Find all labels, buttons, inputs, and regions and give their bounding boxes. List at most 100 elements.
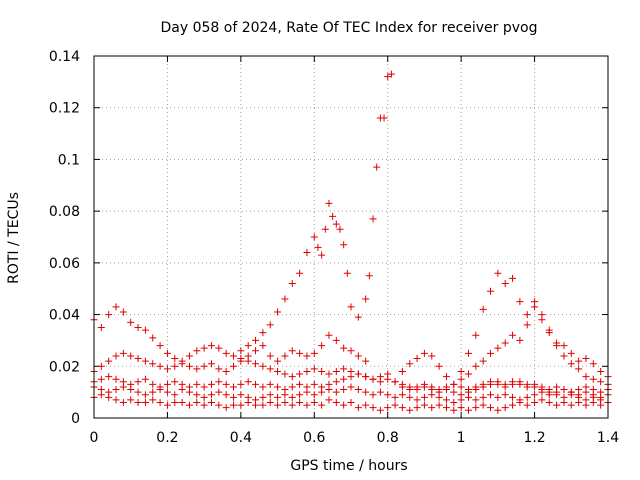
data-point <box>288 347 296 355</box>
data-point <box>435 386 443 394</box>
data-point <box>336 225 344 233</box>
data-point <box>149 334 157 342</box>
data-point <box>310 365 318 373</box>
data-point <box>105 373 113 381</box>
data-point <box>134 398 142 406</box>
data-point <box>516 396 524 404</box>
data-point <box>369 215 377 223</box>
data-point <box>163 380 171 388</box>
data-point <box>442 396 450 404</box>
data-point <box>296 398 304 406</box>
series-sat-c <box>90 370 612 399</box>
data-point <box>582 396 590 404</box>
data-point <box>163 388 171 396</box>
data-point <box>450 380 458 388</box>
data-point <box>134 355 142 363</box>
data-point <box>369 404 377 412</box>
data-point <box>318 401 326 409</box>
x-tick-label: 1.4 <box>597 430 619 446</box>
data-point <box>420 401 428 409</box>
data-point <box>127 318 135 326</box>
data-point <box>487 391 495 399</box>
data-point <box>516 378 524 386</box>
data-point <box>487 404 495 412</box>
data-point <box>354 404 362 412</box>
series-sat-d <box>90 342 392 383</box>
data-point <box>259 329 267 337</box>
data-point <box>479 401 487 409</box>
data-point <box>266 321 274 329</box>
data-point <box>523 380 531 388</box>
data-point <box>112 375 120 383</box>
data-point <box>384 73 392 81</box>
data-point <box>501 280 509 288</box>
data-point <box>509 380 517 388</box>
data-point <box>200 393 208 401</box>
data-point <box>435 401 443 409</box>
data-point <box>597 396 605 404</box>
data-point <box>487 349 495 357</box>
data-point <box>531 398 539 406</box>
data-point <box>252 396 260 404</box>
data-point <box>494 344 502 352</box>
data-point <box>413 355 421 363</box>
data-point <box>274 401 282 409</box>
data-point <box>237 347 245 355</box>
data-point <box>156 342 164 350</box>
data-points <box>90 70 612 414</box>
data-point <box>332 388 340 396</box>
data-point <box>222 349 230 357</box>
data-point <box>185 401 193 409</box>
data-point <box>560 342 568 350</box>
data-point <box>553 383 561 391</box>
data-point <box>141 357 149 365</box>
data-point <box>237 357 245 365</box>
data-point <box>362 401 370 409</box>
data-point <box>464 386 472 394</box>
data-point <box>230 393 238 401</box>
data-point <box>252 336 260 344</box>
data-point <box>597 367 605 375</box>
axis-ticks <box>93 55 609 419</box>
data-point <box>428 352 436 360</box>
data-point <box>509 401 517 409</box>
data-point <box>252 380 260 388</box>
data-point <box>215 388 223 396</box>
grid <box>94 56 608 418</box>
series-sat-a <box>90 391 612 414</box>
data-point <box>193 380 201 388</box>
data-point <box>362 295 370 303</box>
data-point <box>420 380 428 388</box>
y-tick-label: 0.06 <box>49 256 80 272</box>
data-point <box>343 269 351 277</box>
data-point <box>105 357 113 365</box>
y-tick-label: 0.12 <box>49 101 80 117</box>
data-point <box>193 347 201 355</box>
data-point <box>244 378 252 386</box>
data-point <box>127 352 135 360</box>
data-point <box>523 393 531 401</box>
data-point <box>215 378 223 386</box>
y-tick-label: 0.08 <box>49 204 80 220</box>
y-tick-label: 0.14 <box>49 49 80 65</box>
data-point <box>494 406 502 414</box>
data-point <box>178 380 186 388</box>
data-point <box>575 365 583 373</box>
y-tick-label: 0.02 <box>49 359 80 375</box>
data-point <box>266 391 274 399</box>
data-point <box>325 370 333 378</box>
data-point <box>538 311 546 319</box>
data-point <box>230 401 238 409</box>
data-point <box>325 331 333 339</box>
data-point <box>479 305 487 313</box>
data-point <box>509 331 517 339</box>
data-point <box>281 370 289 378</box>
data-point <box>222 380 230 388</box>
data-point <box>354 313 362 321</box>
data-point <box>347 303 355 311</box>
data-point <box>252 347 260 355</box>
data-point <box>288 401 296 409</box>
data-point <box>288 393 296 401</box>
data-point <box>244 393 252 401</box>
data-point <box>582 355 590 363</box>
